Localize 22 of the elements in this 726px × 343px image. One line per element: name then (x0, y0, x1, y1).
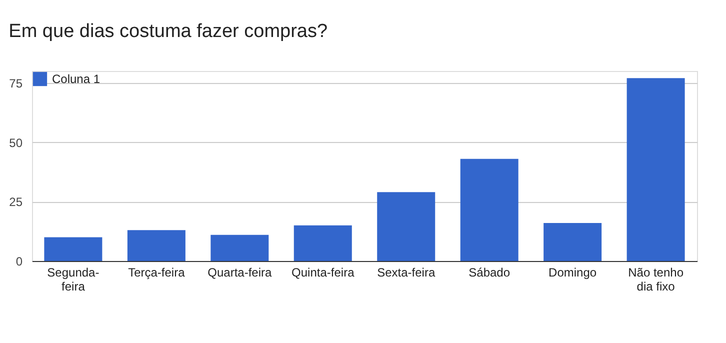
x-tick-label: Sexta-feira (377, 266, 436, 280)
chart-title: Em que dias costuma fazer compras? (8, 21, 328, 42)
bar (294, 225, 352, 261)
y-tick-label: 0 (16, 254, 23, 268)
x-tick-label: Quinta-feira (292, 266, 355, 280)
x-tick-label: Terça-feira (128, 266, 186, 280)
legend-label: Coluna 1 (52, 72, 100, 86)
y-tick-label: 50 (9, 136, 23, 150)
bar (377, 192, 436, 261)
y-tick-label: 25 (9, 195, 23, 210)
x-tick-label: Quarta-feira (208, 266, 272, 280)
x-tick-label: Não tenho dia fixo (628, 266, 684, 294)
bar (626, 78, 685, 261)
x-tick-label: Domingo (548, 266, 597, 280)
bar (544, 223, 602, 261)
x-tick-label: Sábado (468, 266, 510, 280)
y-tick-label: 75 (9, 76, 23, 90)
x-tick-label: Segunda-feira (47, 266, 100, 294)
bar (210, 234, 269, 261)
bar (460, 158, 518, 261)
bar (127, 230, 186, 261)
bar (44, 237, 102, 261)
